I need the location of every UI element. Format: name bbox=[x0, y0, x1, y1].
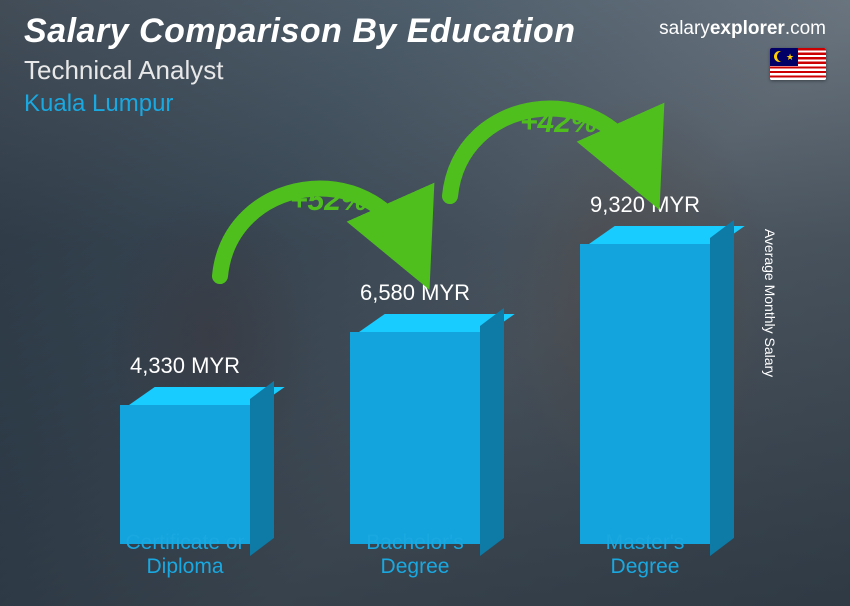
bar-group: 4,330 MYR bbox=[105, 353, 265, 526]
brand-bold: explorer bbox=[710, 18, 785, 39]
growth-percent-label: +52% bbox=[290, 184, 368, 218]
growth-percent-label: +42% bbox=[520, 106, 598, 140]
bar-side-face bbox=[480, 308, 504, 556]
bar bbox=[580, 226, 710, 526]
bar bbox=[350, 314, 480, 526]
arrow-icon bbox=[190, 136, 450, 316]
country-flag-malaysia: ★ bbox=[770, 48, 826, 80]
bar-front-face bbox=[580, 244, 710, 544]
flag-crescent-icon bbox=[774, 51, 785, 62]
y-axis-label: Average Monthly Salary bbox=[762, 229, 778, 377]
arrow-icon bbox=[420, 56, 680, 236]
bar-category-label: Certificate orDiploma bbox=[105, 531, 265, 586]
brand-prefix: salary bbox=[659, 18, 710, 39]
bar-group: 9,320 MYR bbox=[565, 192, 725, 526]
flag-star-icon: ★ bbox=[786, 53, 794, 62]
bar-chart: 4,330 MYR 6,580 MYR 9,320 MYR Certificate … bbox=[70, 146, 760, 586]
bar-side-face bbox=[710, 220, 734, 556]
bar-category-label: Master'sDegree bbox=[565, 531, 725, 586]
flag-canton: ★ bbox=[770, 48, 798, 66]
brand-suffix: .com bbox=[785, 18, 826, 39]
bar-value-label: 4,330 MYR bbox=[130, 353, 240, 379]
bar-group: 6,580 MYR bbox=[335, 280, 495, 526]
brand-watermark: salaryexplorer.com bbox=[659, 18, 826, 40]
bar-category-label: Bachelor'sDegree bbox=[335, 531, 495, 586]
bar-front-face bbox=[120, 405, 250, 544]
bar-front-face bbox=[350, 332, 480, 544]
bar bbox=[120, 387, 250, 526]
labels-container: Certificate orDiploma Bachelor'sDegree Mas… bbox=[70, 531, 760, 586]
bar-side-face bbox=[250, 381, 274, 556]
